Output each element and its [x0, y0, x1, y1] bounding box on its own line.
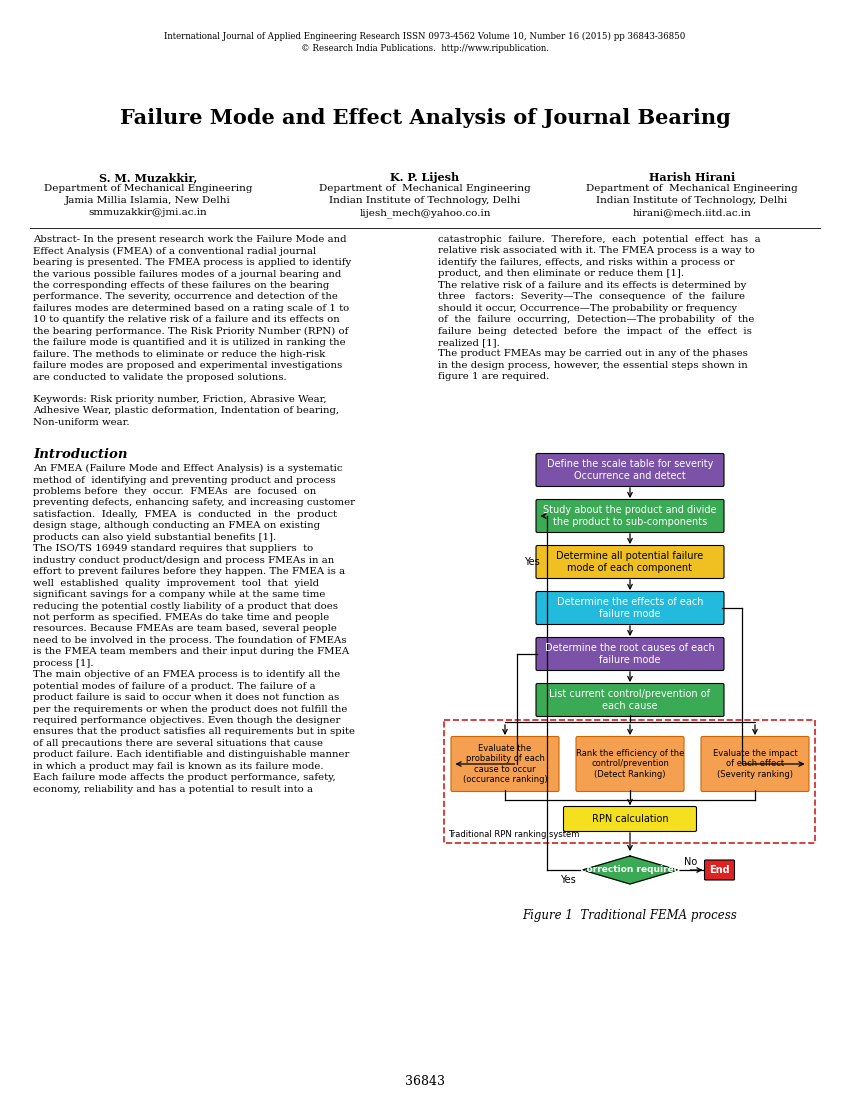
- Text: catastrophic  failure.  Therefore,  each  potential  effect  has  a
relative ris: catastrophic failure. Therefore, each po…: [438, 235, 761, 382]
- Text: Correction required: Correction required: [580, 866, 680, 874]
- Text: Figure 1  Traditional FEMA process: Figure 1 Traditional FEMA process: [523, 909, 737, 922]
- FancyBboxPatch shape: [576, 737, 684, 792]
- Text: Introduction: Introduction: [33, 448, 128, 461]
- FancyBboxPatch shape: [536, 638, 724, 671]
- Text: International Journal of Applied Engineering Research ISSN 0973-4562 Volume 10, : International Journal of Applied Enginee…: [164, 32, 686, 41]
- Text: Department of  Mechanical Engineering: Department of Mechanical Engineering: [319, 184, 531, 192]
- Text: End: End: [709, 865, 730, 874]
- Text: Indian Institute of Technology, Delhi: Indian Institute of Technology, Delhi: [597, 196, 788, 205]
- Text: hirani@mech.iitd.ac.in: hirani@mech.iitd.ac.in: [632, 208, 751, 217]
- FancyBboxPatch shape: [564, 806, 696, 832]
- FancyBboxPatch shape: [536, 453, 724, 486]
- Text: No: No: [684, 857, 697, 867]
- Text: Evaluate the
probability of each
cause to occur
(occurance ranking): Evaluate the probability of each cause t…: [462, 744, 547, 784]
- Text: Evaluate the impact
of each effect
(Severity ranking): Evaluate the impact of each effect (Seve…: [712, 749, 797, 779]
- Text: smmuzakkir@jmi.ac.in: smmuzakkir@jmi.ac.in: [88, 208, 207, 217]
- Text: Define the scale table for severity
Occurrence and detect: Define the scale table for severity Occu…: [547, 459, 713, 481]
- Text: Determine the effects of each
failure mode: Determine the effects of each failure mo…: [557, 597, 703, 619]
- Polygon shape: [582, 856, 677, 884]
- Text: © Research India Publications.  http://www.ripublication.: © Research India Publications. http://ww…: [301, 44, 549, 53]
- Text: Yes: Yes: [524, 557, 540, 566]
- Text: Abstract- In the present research work the Failure Mode and
Effect Analysis (FME: Abstract- In the present research work t…: [33, 235, 351, 382]
- Text: lijesh_mech@yahoo.co.in: lijesh_mech@yahoo.co.in: [360, 208, 490, 218]
- Text: Determine the root causes of each
failure mode: Determine the root causes of each failur…: [545, 644, 715, 664]
- Text: Indian Institute of Technology, Delhi: Indian Institute of Technology, Delhi: [329, 196, 520, 205]
- Text: Traditional RPN ranking system: Traditional RPN ranking system: [449, 830, 580, 839]
- Text: Yes: Yes: [559, 874, 575, 886]
- Text: Harish Hirani: Harish Hirani: [649, 172, 735, 183]
- FancyBboxPatch shape: [536, 546, 724, 579]
- Text: Rank the efficiency of the
control/prevention
(Detect Ranking): Rank the efficiency of the control/preve…: [575, 749, 684, 779]
- Text: Jamia Millia Islamia, New Delhi: Jamia Millia Islamia, New Delhi: [65, 196, 231, 205]
- FancyBboxPatch shape: [536, 499, 724, 532]
- FancyBboxPatch shape: [705, 860, 734, 880]
- FancyBboxPatch shape: [451, 737, 559, 792]
- Text: Determine all potential failure
mode of each component: Determine all potential failure mode of …: [557, 551, 704, 573]
- Text: Department of Mechanical Engineering: Department of Mechanical Engineering: [43, 184, 252, 192]
- Bar: [445, 720, 815, 843]
- Text: K. P. Lijesh: K. P. Lijesh: [390, 172, 460, 183]
- FancyBboxPatch shape: [701, 737, 809, 792]
- FancyBboxPatch shape: [536, 592, 724, 625]
- Text: 36843: 36843: [405, 1075, 445, 1088]
- Text: List current control/prevention of
each cause: List current control/prevention of each …: [549, 690, 711, 711]
- Text: S. M. Muzakkir,: S. M. Muzakkir,: [99, 172, 197, 183]
- Text: Keywords: Risk priority number, Friction, Abrasive Wear,
Adhesive Wear, plastic : Keywords: Risk priority number, Friction…: [33, 395, 339, 427]
- Text: Study about the product and divide
the product to sub-components: Study about the product and divide the p…: [543, 505, 717, 527]
- Text: RPN calculation: RPN calculation: [592, 814, 668, 824]
- Text: Failure Mode and Effect Analysis of Journal Bearing: Failure Mode and Effect Analysis of Jour…: [120, 108, 730, 128]
- Text: Department of  Mechanical Engineering: Department of Mechanical Engineering: [586, 184, 798, 192]
- FancyBboxPatch shape: [536, 683, 724, 716]
- Text: An FMEA (Failure Mode and Effect Analysis) is a systematic
method of  identifyin: An FMEA (Failure Mode and Effect Analysi…: [33, 464, 355, 794]
